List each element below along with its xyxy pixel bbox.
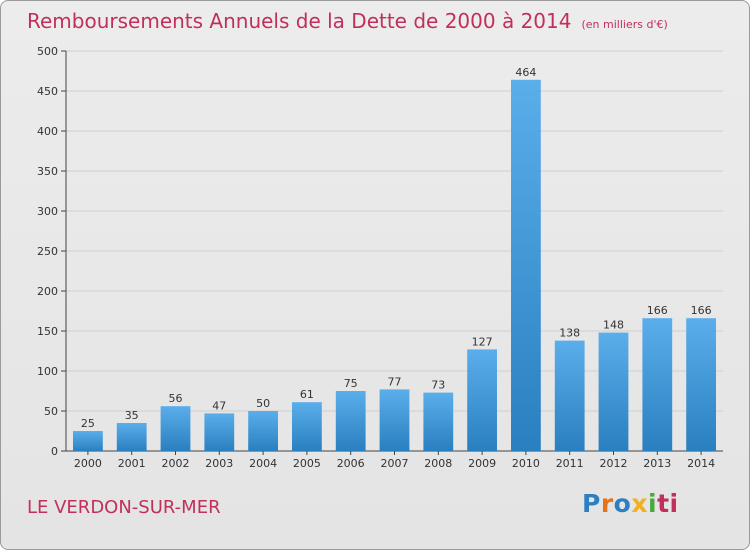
bar-value-label: 148 <box>603 319 624 332</box>
y-tick-label: 450 <box>37 85 58 98</box>
x-tick-label: 2008 <box>424 457 452 470</box>
chart-subtitle: (en milliers d'€) <box>581 18 668 31</box>
x-tick-label: 2003 <box>205 457 233 470</box>
y-tick-label: 500 <box>37 45 58 58</box>
bar-value-label: 47 <box>212 399 226 412</box>
bar-value-label: 35 <box>125 409 139 422</box>
proxiti-logo: Proxiti <box>582 489 679 518</box>
bar <box>204 413 235 451</box>
x-tick-label: 2012 <box>600 457 628 470</box>
bar-value-label: 61 <box>300 388 314 401</box>
chart-title: Remboursements Annuels de la Dette de 20… <box>27 9 668 33</box>
x-tick-label: 2009 <box>468 457 496 470</box>
x-tick-label: 2002 <box>162 457 190 470</box>
y-tick-label: 0 <box>51 445 58 458</box>
bar <box>511 79 541 452</box>
y-tick-label: 400 <box>37 125 58 138</box>
bar <box>160 406 191 451</box>
y-tick-label: 250 <box>37 245 58 258</box>
x-tick-label: 2001 <box>118 457 146 470</box>
x-tick-label: 2014 <box>687 457 715 470</box>
location-label: LE VERDON-SUR-MER <box>27 497 221 518</box>
bar <box>554 340 585 451</box>
bar <box>73 431 103 451</box>
x-tick-labels: 2000 2001 2002 2003 2004 2005 2006 2007 2008 2009… <box>74 457 715 470</box>
bar <box>292 402 322 451</box>
bar <box>116 423 147 451</box>
y-tick-label: 350 <box>37 165 58 178</box>
bar <box>467 349 497 451</box>
bar-value-label: 77 <box>388 375 402 388</box>
logo-letter: i <box>648 489 658 518</box>
y-tick-label: 100 <box>37 365 58 378</box>
x-tick-label: 2007 <box>381 457 409 470</box>
y-tick-label: 150 <box>37 325 58 338</box>
logo-letter: o <box>613 489 632 518</box>
logo-letter: x <box>631 489 648 518</box>
y-tick-label: 200 <box>37 285 58 298</box>
bar-value-label: 138 <box>559 327 580 340</box>
logo-letter: P <box>582 489 601 518</box>
bar <box>598 332 629 451</box>
bar <box>642 318 673 451</box>
x-tick-label: 2000 <box>74 457 102 470</box>
bar <box>686 318 716 451</box>
bar-value-label: 56 <box>169 392 183 405</box>
value-labels: 25 35 56 47 50 61 75 77 73 127 464 138 148 166 166 <box>81 66 712 430</box>
bar-value-label: 73 <box>431 379 445 392</box>
x-tick-label: 2004 <box>249 457 277 470</box>
bar-value-label: 166 <box>647 304 668 317</box>
bars <box>73 79 716 452</box>
bar-value-label: 166 <box>691 304 712 317</box>
x-tick-label: 2010 <box>512 457 540 470</box>
bar-value-label: 75 <box>344 377 358 390</box>
y-tick-label: 300 <box>37 205 58 218</box>
bar-value-label: 50 <box>256 397 270 410</box>
x-tick-label: 2013 <box>643 457 671 470</box>
bar-value-label: 464 <box>515 66 536 79</box>
y-tick-labels: 0 50 100 150 200 250 300 350 400 450 500 <box>37 45 58 458</box>
x-tick-label: 2011 <box>556 457 584 470</box>
chart-title-text: Remboursements Annuels de la Dette de 20… <box>27 9 572 33</box>
logo-letter: r <box>600 489 614 518</box>
x-tick-label: 2005 <box>293 457 321 470</box>
bar <box>379 389 410 451</box>
bar-value-label: 127 <box>472 335 493 348</box>
x-tick-label: 2006 <box>337 457 365 470</box>
bar <box>423 392 454 451</box>
bar-value-label: 25 <box>81 417 95 430</box>
logo-letter: ti <box>657 489 679 518</box>
y-tick-label: 50 <box>44 405 58 418</box>
bar <box>248 411 278 451</box>
bar <box>335 391 366 451</box>
